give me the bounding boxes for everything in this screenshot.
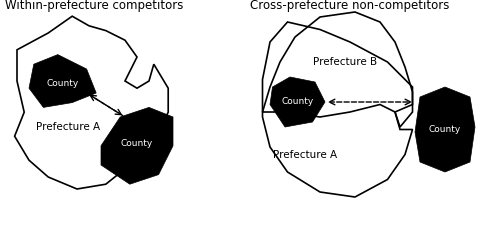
Text: Within-prefecture competitors: Within-prefecture competitors: [5, 0, 184, 12]
Text: County: County: [282, 98, 314, 106]
Polygon shape: [270, 77, 325, 127]
Text: Prefecture B: Prefecture B: [313, 57, 377, 67]
Text: Prefecture A: Prefecture A: [273, 150, 337, 160]
Polygon shape: [29, 55, 96, 107]
Text: County: County: [429, 125, 461, 134]
Polygon shape: [415, 87, 475, 172]
Text: Cross-prefecture non-competitors: Cross-prefecture non-competitors: [250, 0, 450, 12]
Text: Prefecture A: Prefecture A: [36, 122, 100, 132]
Text: County: County: [121, 139, 153, 148]
Text: County: County: [46, 79, 78, 88]
Polygon shape: [101, 107, 173, 184]
